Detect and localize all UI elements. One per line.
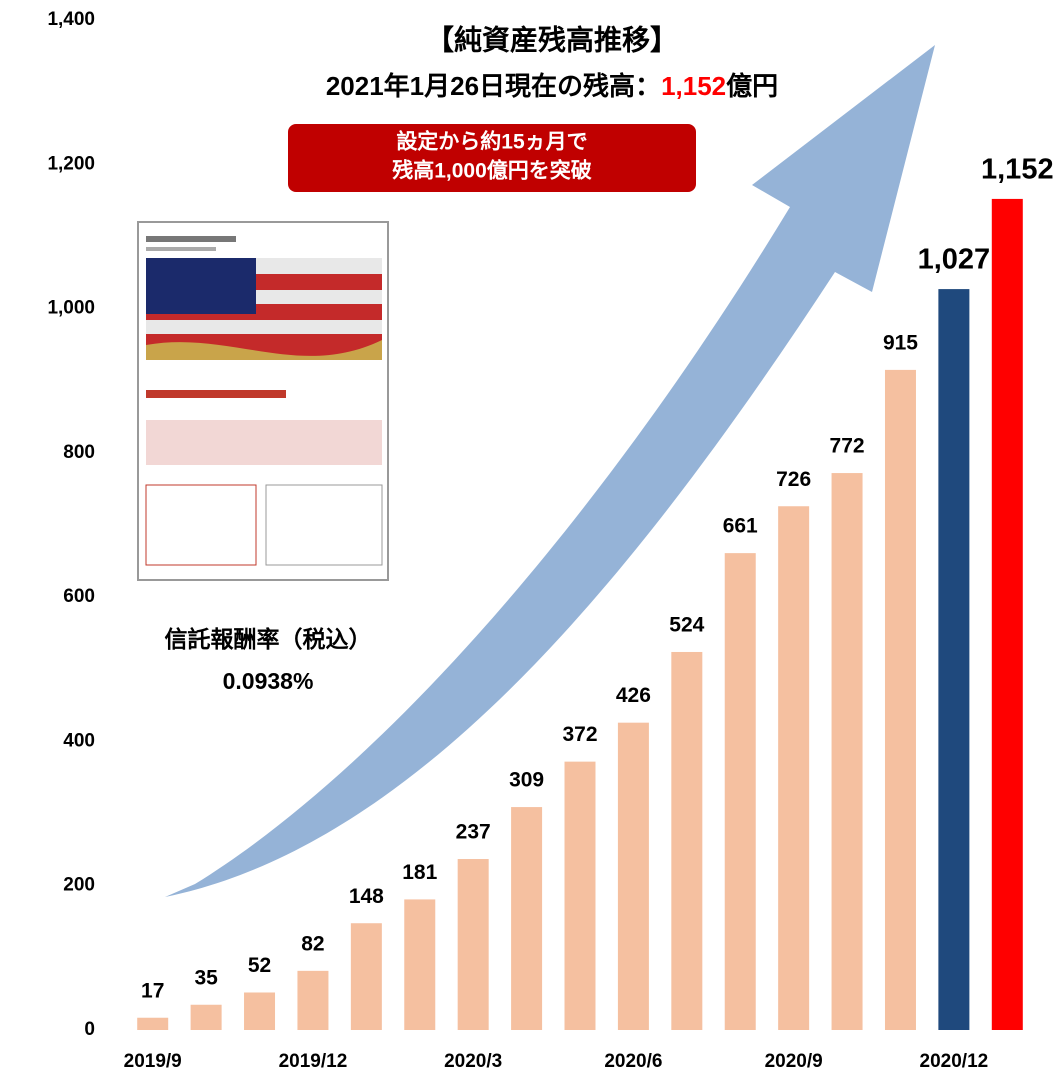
subtitle: 2021年1月26日現在の残高：1,152億円 <box>326 71 778 101</box>
y-tick-label: 800 <box>63 442 95 463</box>
value-label: 148 <box>349 885 384 908</box>
value-label: 17 <box>141 979 164 1002</box>
bar <box>938 289 969 1030</box>
value-label: 524 <box>669 614 704 637</box>
value-label: 1,152 <box>981 154 1054 186</box>
value-label: 915 <box>883 331 918 354</box>
callout-line: 残高1,000億円を突破 <box>392 159 592 183</box>
fee-label: 信託報酬率（税込） <box>165 626 372 652</box>
bar <box>618 723 649 1030</box>
y-tick-label: 600 <box>63 586 95 607</box>
prospectus-thumbnail <box>138 222 388 580</box>
x-tick-label: 2020/6 <box>604 1051 662 1072</box>
bar <box>404 899 435 1030</box>
value-label: 309 <box>509 769 544 792</box>
bar <box>244 992 275 1030</box>
value-label: 372 <box>562 723 597 746</box>
bar <box>671 652 702 1030</box>
bar <box>511 807 542 1030</box>
bar <box>778 506 809 1030</box>
bar <box>725 553 756 1030</box>
value-label: 772 <box>830 435 865 458</box>
bar <box>458 859 489 1030</box>
value-label: 82 <box>301 932 324 955</box>
value-label: 237 <box>456 821 491 844</box>
x-tick-label: 2019/12 <box>279 1051 348 1072</box>
callout-line: 設定から約15ヵ月で <box>396 130 587 154</box>
fee-value: 0.0938% <box>223 668 314 694</box>
value-label: 1,027 <box>918 244 991 276</box>
value-label: 661 <box>723 515 758 538</box>
value-label: 726 <box>776 468 811 491</box>
value-label: 52 <box>248 954 271 977</box>
value-label: 426 <box>616 684 651 707</box>
subtitle-amount: 1,152 <box>661 71 726 101</box>
x-tick-label: 2020/9 <box>765 1051 823 1072</box>
bar <box>137 1018 168 1030</box>
value-label: 181 <box>402 861 437 884</box>
bar <box>832 473 863 1030</box>
chart: 【純資産残高推移】 2021年1月26日現在の残高：1,152億円 設定から約1… <box>0 0 1056 1078</box>
bar <box>885 370 916 1030</box>
bar <box>297 971 328 1030</box>
bar <box>191 1005 222 1030</box>
x-tick-label: 2019/9 <box>124 1051 182 1072</box>
y-tick-label: 1,000 <box>47 298 95 319</box>
subtitle-text: 2021年1月26日現在の残高： <box>326 71 661 101</box>
bar <box>351 923 382 1030</box>
bar <box>992 199 1023 1030</box>
bar <box>565 762 596 1030</box>
y-tick-label: 200 <box>63 875 95 896</box>
y-tick-label: 1,200 <box>47 153 95 174</box>
x-tick-label: 2020/12 <box>920 1051 989 1072</box>
y-tick-label: 0 <box>84 1019 95 1040</box>
y-tick-label: 400 <box>63 730 95 751</box>
y-tick-label: 1,400 <box>47 9 95 30</box>
chart-title: 【純資産残高推移】 <box>426 23 678 55</box>
subtitle-unit: 億円 <box>726 71 778 101</box>
x-tick-label: 2020/3 <box>444 1051 502 1072</box>
value-label: 35 <box>194 966 218 989</box>
